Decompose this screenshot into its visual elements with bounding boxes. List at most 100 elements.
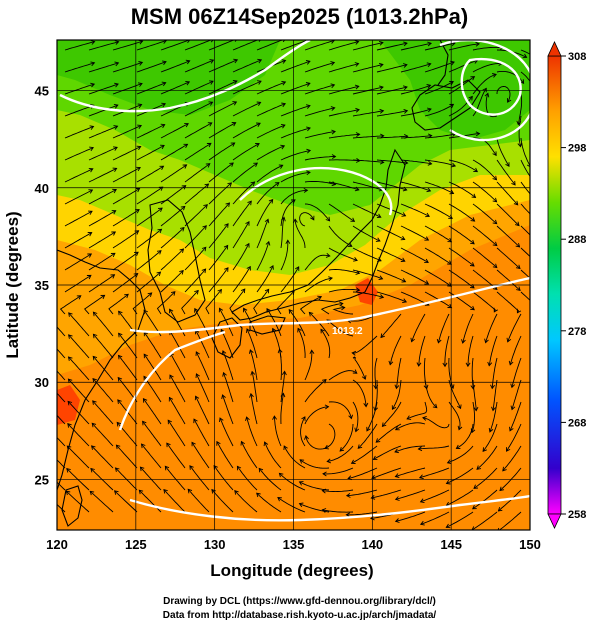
- streamline: [472, 379, 477, 411]
- streamline: [65, 490, 90, 513]
- streamline: [195, 373, 210, 403]
- streamline-arrowhead: [280, 144, 286, 150]
- streamline: [346, 511, 378, 516]
- streamline: [328, 41, 359, 51]
- streamline-arrowhead: [538, 310, 542, 314]
- streamline-arrowhead: [67, 423, 72, 428]
- streamline-arrowhead: [331, 129, 336, 135]
- streamline: [472, 225, 498, 246]
- streamline-arrowhead: [471, 505, 477, 510]
- streamline: [406, 401, 428, 420]
- streamline-arrowhead: [44, 401, 48, 405]
- streamline-arrowhead: [470, 76, 476, 81]
- streamline-arrowhead: [492, 219, 498, 225]
- streamline: [184, 59, 214, 73]
- streamline-arrowhead: [229, 162, 234, 167]
- x-tick-label: 130: [204, 537, 226, 552]
- streamline-arrowhead: [89, 125, 95, 130]
- streamline-arrowhead: [378, 275, 384, 281]
- streamline-arrowhead: [505, 162, 510, 167]
- streamline: [194, 308, 210, 337]
- streamline: [205, 289, 222, 315]
- streamline-arrowhead: [282, 40, 286, 43]
- temperature-field-coldest: [57, 40, 530, 140]
- streamline: [520, 247, 530, 258]
- streamline: [322, 489, 354, 493]
- streamline-arrowhead: [351, 350, 357, 356]
- streamline: [352, 291, 384, 298]
- streamline: [328, 370, 358, 381]
- streamline: [496, 159, 516, 186]
- streamline-arrowhead: [114, 61, 120, 67]
- streamline-arrowhead: [325, 252, 331, 258]
- streamline: [328, 401, 352, 419]
- streamline: [400, 108, 432, 117]
- streamline: [184, 163, 211, 183]
- streamline: [112, 188, 140, 205]
- streamline: [352, 203, 381, 218]
- streamline: [88, 274, 115, 293]
- streamline-arrowhead: [516, 308, 522, 314]
- streamline-arrowhead: [209, 80, 214, 85]
- streamline-arrowhead: [114, 467, 120, 473]
- streamline-arrowhead: [113, 125, 119, 130]
- streamline: [169, 330, 186, 359]
- streamline: [115, 467, 138, 491]
- streamline-arrowhead: [288, 309, 294, 314]
- streamline-arrowhead: [449, 103, 455, 109]
- streamline: [208, 59, 238, 73]
- streamline-arrowhead: [432, 403, 438, 409]
- streamline: [191, 442, 210, 469]
- streamline-arrowhead: [225, 202, 231, 207]
- streamline: [143, 353, 162, 381]
- colorbar-tick-label: 298: [568, 143, 586, 155]
- streamline: [136, 250, 162, 271]
- streamline: [395, 511, 426, 522]
- streamline-arrowhead: [354, 427, 360, 433]
- streamline-arrowhead: [445, 479, 451, 485]
- pressure-contours: [59, 40, 530, 522]
- streamline: [112, 273, 138, 293]
- streamline-arrowhead: [232, 80, 238, 85]
- streamline: [112, 209, 140, 227]
- streamline: [67, 401, 90, 425]
- streamline: [280, 105, 311, 117]
- streamline: [472, 181, 497, 203]
- streamline: [256, 219, 269, 249]
- streamline: [376, 181, 407, 191]
- streamline: [400, 84, 431, 95]
- streamline-arrowhead: [379, 85, 384, 91]
- streamline: [509, 335, 522, 365]
- streamline: [250, 393, 258, 425]
- streamline: [112, 40, 143, 51]
- streamline-arrowhead: [124, 293, 129, 299]
- streamline: [184, 80, 214, 95]
- streamline-arrowhead: [298, 502, 304, 508]
- streamline: [181, 290, 199, 315]
- streamline: [352, 42, 383, 51]
- streamline-arrowhead: [347, 242, 353, 247]
- streamline-arrowhead: [138, 489, 144, 495]
- streamline-arrowhead: [232, 101, 238, 106]
- streamline: [496, 181, 519, 206]
- isobar-1013: [129, 276, 530, 334]
- streamline-arrowhead: [45, 335, 49, 339]
- streamline: [208, 267, 229, 293]
- streamline-arrowhead: [189, 465, 194, 470]
- streamline: [447, 445, 474, 464]
- streamline-arrowhead: [416, 362, 422, 367]
- streamline: [136, 186, 163, 205]
- streamline: [280, 60, 311, 73]
- streamline: [304, 107, 335, 117]
- streamline: [520, 181, 530, 195]
- streamline-arrowhead: [475, 41, 480, 47]
- streamline-arrowhead: [90, 467, 95, 473]
- streamline-arrowhead: [44, 424, 48, 428]
- streamline: [422, 417, 450, 429]
- streamline: [184, 183, 209, 205]
- streamline-arrowhead: [471, 193, 477, 199]
- streamline-arrowhead: [87, 232, 93, 237]
- streamline: [424, 269, 452, 287]
- streamline: [520, 203, 530, 215]
